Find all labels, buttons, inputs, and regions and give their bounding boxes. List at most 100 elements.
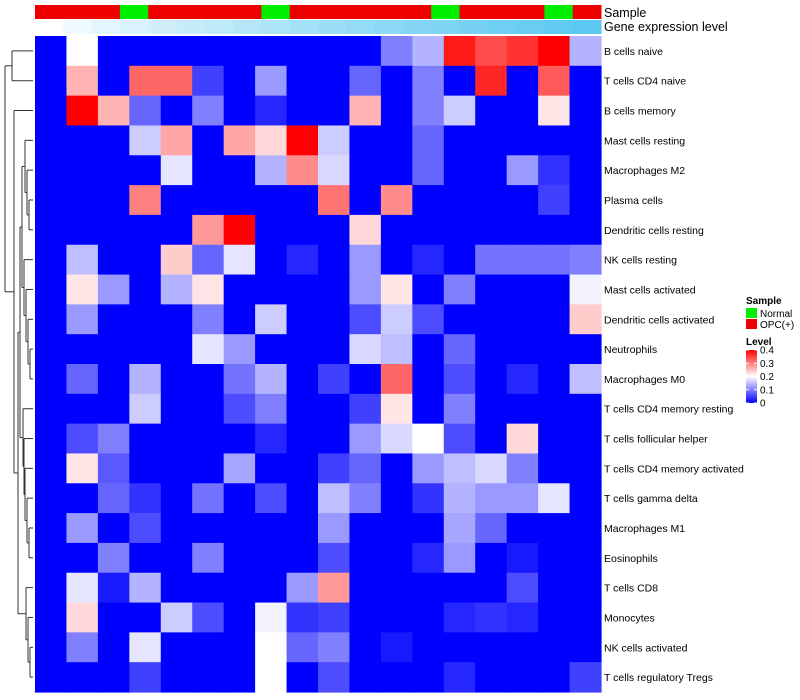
row-label: Macrophages M1 <box>604 523 685 535</box>
gene-expression-annotation-cell <box>544 20 574 34</box>
heatmap-cell <box>129 662 162 693</box>
heatmap-cell <box>349 662 382 693</box>
legend-label: OPC(+) <box>760 320 794 331</box>
heatmap-cell <box>349 125 382 156</box>
heatmap-cell <box>412 125 445 156</box>
heatmap-cell <box>66 572 99 604</box>
heatmap-cell <box>318 334 351 365</box>
heatmap-cell <box>380 185 413 216</box>
heatmap-cell <box>255 155 288 186</box>
heatmap-cell <box>255 483 288 514</box>
heatmap-cell <box>538 185 571 216</box>
heatmap-cell <box>380 304 413 335</box>
heatmap-cell <box>538 214 571 246</box>
heatmap-cell <box>569 632 602 663</box>
heatmap-cell <box>66 274 99 305</box>
row-dendrogram <box>4 50 33 678</box>
heatmap-cell <box>192 304 225 335</box>
heatmap-cell <box>318 453 351 484</box>
heatmap-cell <box>538 393 571 425</box>
legend-level-colorbar <box>746 350 757 403</box>
heatmap-cell <box>160 36 193 67</box>
heatmap-cell <box>35 65 68 97</box>
heatmap-cell <box>160 304 193 335</box>
row-label: Plasma cells <box>604 195 663 207</box>
heatmap-cell <box>66 483 99 514</box>
heatmap-cell <box>255 632 288 663</box>
heatmap-cell <box>569 334 602 365</box>
sample-annotation-cell <box>35 5 64 19</box>
heatmap-cell <box>349 632 382 663</box>
heatmap-cell <box>349 393 382 425</box>
heatmap-cell <box>349 602 382 633</box>
gene-expression-annotation-cell <box>204 20 234 34</box>
heatmap-cell <box>412 632 445 663</box>
row-label: Dendritic cells activated <box>604 314 714 326</box>
heatmap-cell <box>35 304 68 335</box>
heatmap-cell <box>443 513 476 544</box>
heatmap-cell <box>443 125 476 156</box>
heatmap-cell <box>255 304 288 335</box>
heatmap-cell <box>318 185 351 216</box>
heatmap-cell <box>506 423 539 455</box>
heatmap-cell <box>475 662 508 693</box>
heatmap-cell <box>475 65 508 97</box>
heatmap-cell <box>192 393 225 425</box>
heatmap-cell <box>286 274 319 305</box>
heatmap-cell <box>538 274 571 305</box>
heatmap-cell <box>35 244 68 276</box>
heatmap-cell <box>443 662 476 693</box>
heatmap-cell <box>192 602 225 633</box>
heatmap-cell <box>569 95 602 127</box>
heatmap-cell <box>129 364 162 395</box>
heatmap-cell <box>97 483 130 514</box>
heatmap-cell <box>286 453 319 484</box>
heatmap-cell <box>160 95 193 127</box>
row-label: Neutrophils <box>604 344 657 356</box>
heatmap-cell <box>569 393 602 425</box>
gene-expression-annotation-cell <box>459 20 489 34</box>
heatmap-cell <box>66 602 99 633</box>
heatmap-cell <box>506 632 539 663</box>
heatmap-cell <box>192 36 225 67</box>
heatmap-cell <box>475 632 508 663</box>
heatmap-cell <box>349 214 382 246</box>
heatmap-cell <box>380 274 413 305</box>
heatmap-cell <box>255 513 288 544</box>
heatmap-cell <box>443 36 476 67</box>
heatmap-cell <box>97 155 130 186</box>
heatmap-cell <box>538 334 571 365</box>
heatmap-cell <box>97 423 130 455</box>
heatmap-cell <box>286 244 319 276</box>
heatmap-cell <box>192 274 225 305</box>
heatmap-cell <box>97 244 130 276</box>
heatmap-cell <box>35 364 68 395</box>
heatmap-cell <box>97 185 130 216</box>
heatmap-cell <box>538 513 571 544</box>
heatmap-cell <box>569 244 602 276</box>
heatmap-cell <box>223 155 256 186</box>
heatmap-cell <box>35 602 68 633</box>
heatmap-cell <box>475 393 508 425</box>
heatmap-cell <box>538 95 571 127</box>
heatmap-cell <box>380 542 413 574</box>
heatmap-cell <box>506 95 539 127</box>
sample-annotation-cell <box>544 5 574 19</box>
heatmap-cell <box>506 36 539 67</box>
heatmap-cell <box>286 334 319 365</box>
heatmap-cell <box>286 364 319 395</box>
heatmap-cell <box>192 95 225 127</box>
heatmap-cell <box>318 423 351 455</box>
heatmap-cell <box>66 334 99 365</box>
heatmap-cell <box>538 542 571 574</box>
heatmap-cell <box>223 632 256 663</box>
heatmap-cell <box>66 65 99 97</box>
heatmap-cell <box>475 542 508 574</box>
heatmap-cell <box>66 513 99 544</box>
heatmap-cell <box>569 185 602 216</box>
heatmap-cell <box>160 513 193 544</box>
heatmap-cell <box>35 662 68 693</box>
heatmap-cell <box>349 572 382 604</box>
row-labels: B cells naive T cells CD4 naive B cells me… <box>604 46 744 684</box>
gene-expression-annotation-cell <box>487 20 517 34</box>
